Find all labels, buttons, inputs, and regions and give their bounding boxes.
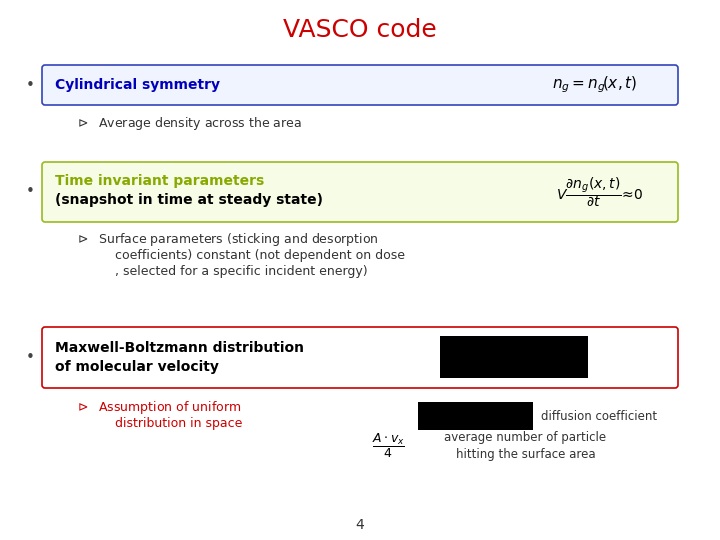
Text: •: • <box>26 350 35 365</box>
Text: Maxwell-Boltzmann distribution: Maxwell-Boltzmann distribution <box>55 341 304 355</box>
Text: (snapshot in time at steady state): (snapshot in time at steady state) <box>55 193 323 207</box>
Bar <box>418 402 533 430</box>
Text: VASCO code: VASCO code <box>283 18 437 42</box>
Text: coefficients) constant (not dependent on dose: coefficients) constant (not dependent on… <box>75 248 405 261</box>
Text: •: • <box>26 185 35 199</box>
Text: $\vartriangleright$  Assumption of uniform: $\vartriangleright$ Assumption of unifor… <box>75 399 241 415</box>
Text: 4: 4 <box>356 518 364 532</box>
Text: Time invariant parameters: Time invariant parameters <box>55 174 264 188</box>
Text: , selected for a specific incident energy): , selected for a specific incident energ… <box>75 265 368 278</box>
Text: •: • <box>26 78 35 92</box>
Text: Cylindrical symmetry: Cylindrical symmetry <box>55 78 220 92</box>
FancyBboxPatch shape <box>42 327 678 388</box>
Text: $\vartriangleright$  Average density across the area: $\vartriangleright$ Average density acro… <box>75 116 302 132</box>
Text: average number of particle
hitting the surface area: average number of particle hitting the s… <box>444 431 606 461</box>
Text: diffusion coefficient: diffusion coefficient <box>541 409 657 422</box>
Bar <box>440 336 588 378</box>
Text: $\vartriangleright$  Surface parameters (sticking and desorption: $\vartriangleright$ Surface parameters (… <box>75 231 379 247</box>
Text: distribution in space: distribution in space <box>75 416 243 429</box>
Text: $n_g = n_g\!\left(x,t\right)$: $n_g = n_g\!\left(x,t\right)$ <box>552 75 638 95</box>
Text: $\dfrac{A \cdot v_x}{4}$: $\dfrac{A \cdot v_x}{4}$ <box>372 432 405 460</box>
FancyBboxPatch shape <box>42 162 678 222</box>
FancyBboxPatch shape <box>42 65 678 105</box>
Text: $V\dfrac{\partial n_g(x,t)}{\partial t}\!\approx\!0$: $V\dfrac{\partial n_g(x,t)}{\partial t}\… <box>556 175 644 209</box>
Text: of molecular velocity: of molecular velocity <box>55 360 219 374</box>
